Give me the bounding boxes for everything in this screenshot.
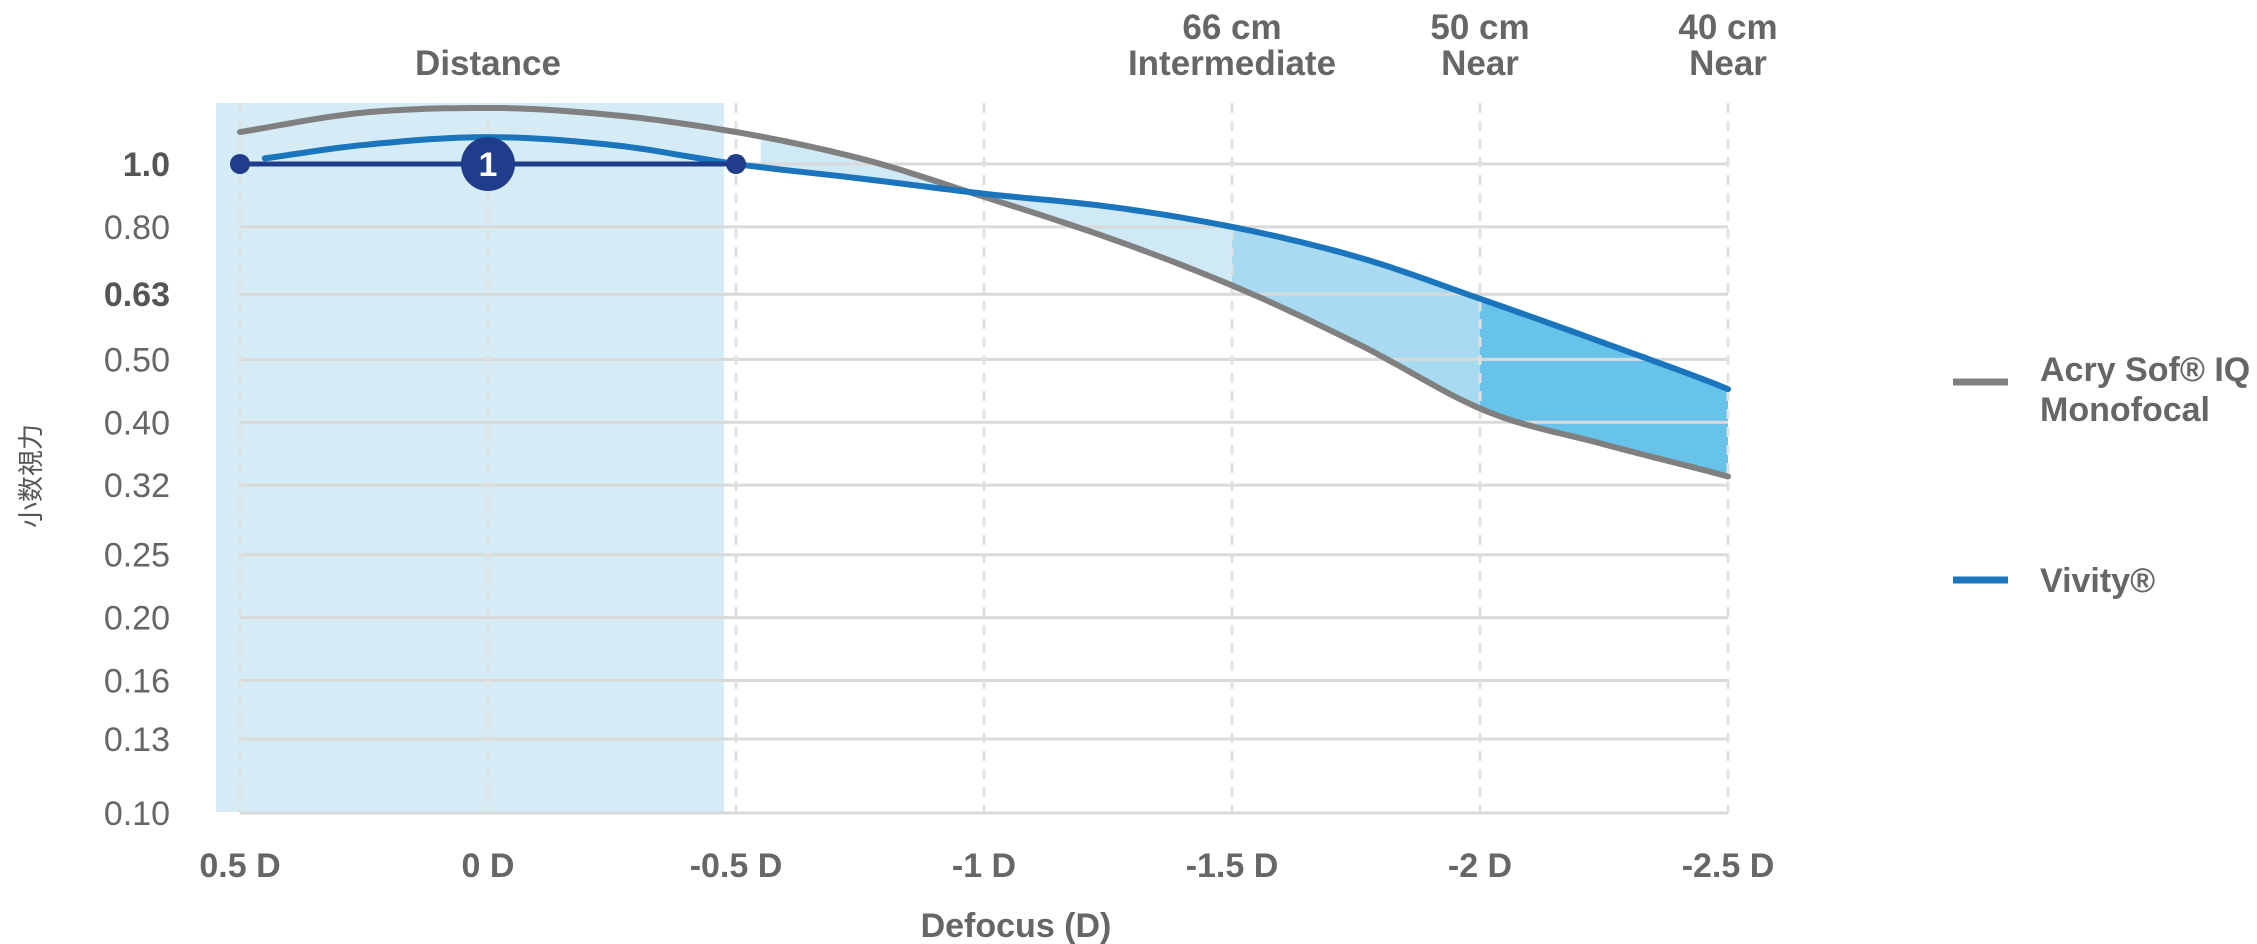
series-line-vivity [261, 134, 1731, 393]
y-tick-0-13: 0.13 [104, 721, 170, 759]
y-tick-0-40: 0.40 [104, 404, 170, 442]
range-marker-label: 1 [479, 146, 498, 184]
x-tick-0-5-d: 0.5 D [199, 847, 280, 885]
distance-range-marker: 1 [230, 137, 746, 191]
legend-label-vivity: Vivity® [2040, 562, 2155, 600]
x-tick-1-5-d: -1.5 D [1186, 847, 1279, 885]
zone-label-near: Near [1689, 44, 1767, 83]
y-tick-0-20: 0.20 [104, 600, 170, 638]
series-line-acry-sof-iq-monofocal [237, 105, 1731, 480]
zone-label-near: Near [1441, 44, 1519, 83]
x-tick-1-d: -1 D [952, 847, 1016, 885]
x-tick-labels: 0.5 D 0 D -0.5 D -1 D -1.5 D -2 D -2.5 D [199, 847, 1774, 885]
y-tick-0-16: 0.16 [104, 663, 170, 701]
zone-label-distance: Distance [415, 44, 561, 83]
x-tick-2-5-d: -2.5 D [1682, 847, 1775, 885]
y-tick-0-32: 0.32 [104, 467, 170, 505]
zone-label-intermediate: Intermediate [1128, 44, 1336, 83]
shaded-regions [216, 103, 1728, 812]
x-tick-0-5-d: -0.5 D [690, 847, 783, 885]
legend-label-monofocal: Monofocal [2040, 391, 2210, 429]
y-axis-title: 小数視力 [17, 424, 47, 528]
zone-label-66-cm: 66 cm [1182, 8, 1281, 47]
range-marker-end-dot [726, 154, 746, 174]
range-marker-start-dot [230, 154, 250, 174]
zone-label-50-cm: 50 cm [1430, 8, 1529, 47]
y-tick-0-63: 0.63 [104, 276, 170, 314]
y-tick-0-50: 0.50 [104, 341, 170, 379]
x-tick-0-d: 0 D [462, 847, 515, 885]
y-tick-0-80: 0.80 [104, 209, 170, 247]
zone-label-40-cm: 40 cm [1678, 8, 1777, 47]
intermediate-shade-faint [760, 136, 1232, 286]
x-tick-2-d: -2 D [1448, 847, 1512, 885]
near-50cm-shade [1232, 226, 1480, 409]
near-40cm-shade [1480, 298, 1728, 477]
distance-band [216, 103, 724, 812]
y-tick-0-10: 0.10 [104, 795, 170, 833]
range-marker-badge [461, 137, 515, 191]
legend-label-acry-sof-iq: Acry Sof® IQ [2040, 351, 2250, 389]
y-tick-labels: 1.0 0.80 0.63 0.50 0.40 0.32 0.25 0.20 0.16 0.13 0… [104, 146, 170, 833]
y-tick-1-0: 1.0 [123, 146, 170, 184]
series-lines [237, 105, 1731, 480]
x-axis-title: Defocus (D) [921, 907, 1112, 944]
y-tick-0-25: 0.25 [104, 537, 170, 575]
